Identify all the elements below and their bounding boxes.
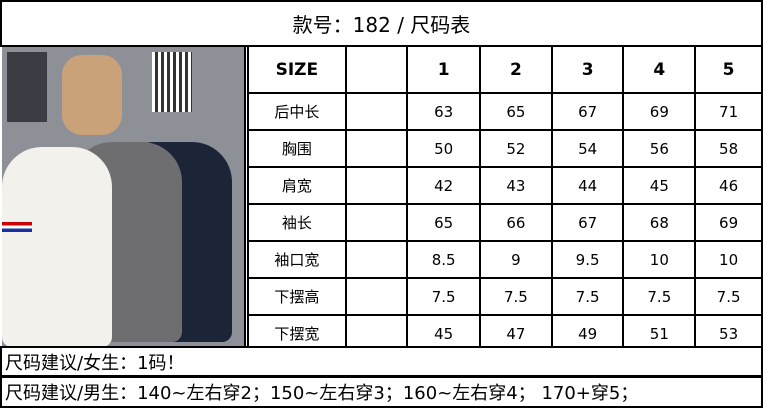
header-cell: 4 <box>622 45 697 94</box>
value-cell: 43 <box>479 166 553 205</box>
header-cell: 2 <box>479 45 553 94</box>
value-cell: 68 <box>622 203 697 242</box>
table-header: SIZE 1 2 3 4 5 <box>247 45 763 94</box>
product-photo <box>2 47 246 347</box>
header-cell: 3 <box>550 45 625 94</box>
table-row: 肩宽 42 43 44 45 46 <box>247 166 763 205</box>
value-cell: 9.5 <box>550 240 625 279</box>
value-cell: 7.5 <box>406 277 482 316</box>
women-size-note: 尺码建议/女生：1码！ <box>0 346 763 377</box>
blank-cell <box>344 166 409 205</box>
table-row: 下摆高 7.5 7.5 7.5 7.5 7.5 <box>247 277 763 316</box>
value-cell: 69 <box>622 92 697 131</box>
row-label: 袖长 <box>247 203 347 242</box>
value-cell: 54 <box>550 129 625 168</box>
value-cell: 7.5 <box>479 277 553 316</box>
value-cell: 71 <box>694 92 763 131</box>
header-cell: 5 <box>694 45 763 94</box>
value-cell: 10 <box>622 240 697 279</box>
row-label: 胸围 <box>247 129 347 168</box>
value-cell: 50 <box>406 129 482 168</box>
value-cell: 44 <box>550 166 625 205</box>
blank-cell <box>344 277 409 316</box>
table-row: 后中长 63 65 67 69 71 <box>247 92 763 131</box>
value-cell: 67 <box>550 203 625 242</box>
value-cell: 58 <box>694 129 763 168</box>
value-cell: 9 <box>479 240 553 279</box>
value-cell: 63 <box>406 92 482 131</box>
row-label: 肩宽 <box>247 166 347 205</box>
table-row: 胸围 50 52 54 56 58 <box>247 129 763 168</box>
value-cell: 42 <box>406 166 482 205</box>
header-cell: 1 <box>406 45 482 94</box>
size-table: SIZE 1 2 3 4 5 后中长 63 65 67 69 71 胸围 50 52 54 56 58 肩宽 42 43… <box>247 45 763 353</box>
value-cell: 66 <box>479 203 553 242</box>
blank-cell <box>344 92 409 131</box>
blank-cell <box>344 240 409 279</box>
value-cell: 7.5 <box>622 277 697 316</box>
header-cell: SIZE <box>247 45 347 94</box>
men-size-note: 尺码建议/男生：140~左右穿2；150~左右穿3；160~左右穿4； 170+… <box>0 376 763 408</box>
value-cell: 46 <box>694 166 763 205</box>
blank-cell <box>344 203 409 242</box>
header-cell <box>344 45 409 94</box>
value-cell: 52 <box>479 129 553 168</box>
white-sweater <box>2 147 112 347</box>
value-cell: 8.5 <box>406 240 482 279</box>
tricolor-stripe <box>2 222 32 232</box>
value-cell: 7.5 <box>694 277 763 316</box>
value-cell: 7.5 <box>550 277 625 316</box>
value-cell: 65 <box>479 92 553 131</box>
value-cell: 67 <box>550 92 625 131</box>
blank-cell <box>344 129 409 168</box>
row-label: 袖口宽 <box>247 240 347 279</box>
table-row: 袖口宽 8.5 9 9.5 10 10 <box>247 240 763 279</box>
striped-bag <box>152 52 192 112</box>
value-cell: 45 <box>622 166 697 205</box>
value-cell: 69 <box>694 203 763 242</box>
table-row: 袖长 65 66 67 68 69 <box>247 203 763 242</box>
row-label: 后中长 <box>247 92 347 131</box>
card-holder <box>7 52 47 122</box>
value-cell: 10 <box>694 240 763 279</box>
row-label: 下摆高 <box>247 277 347 316</box>
shoe-trees <box>62 55 122 135</box>
value-cell: 65 <box>406 203 482 242</box>
value-cell: 56 <box>622 129 697 168</box>
page-title: 款号：182 / 尺码表 <box>0 0 763 47</box>
